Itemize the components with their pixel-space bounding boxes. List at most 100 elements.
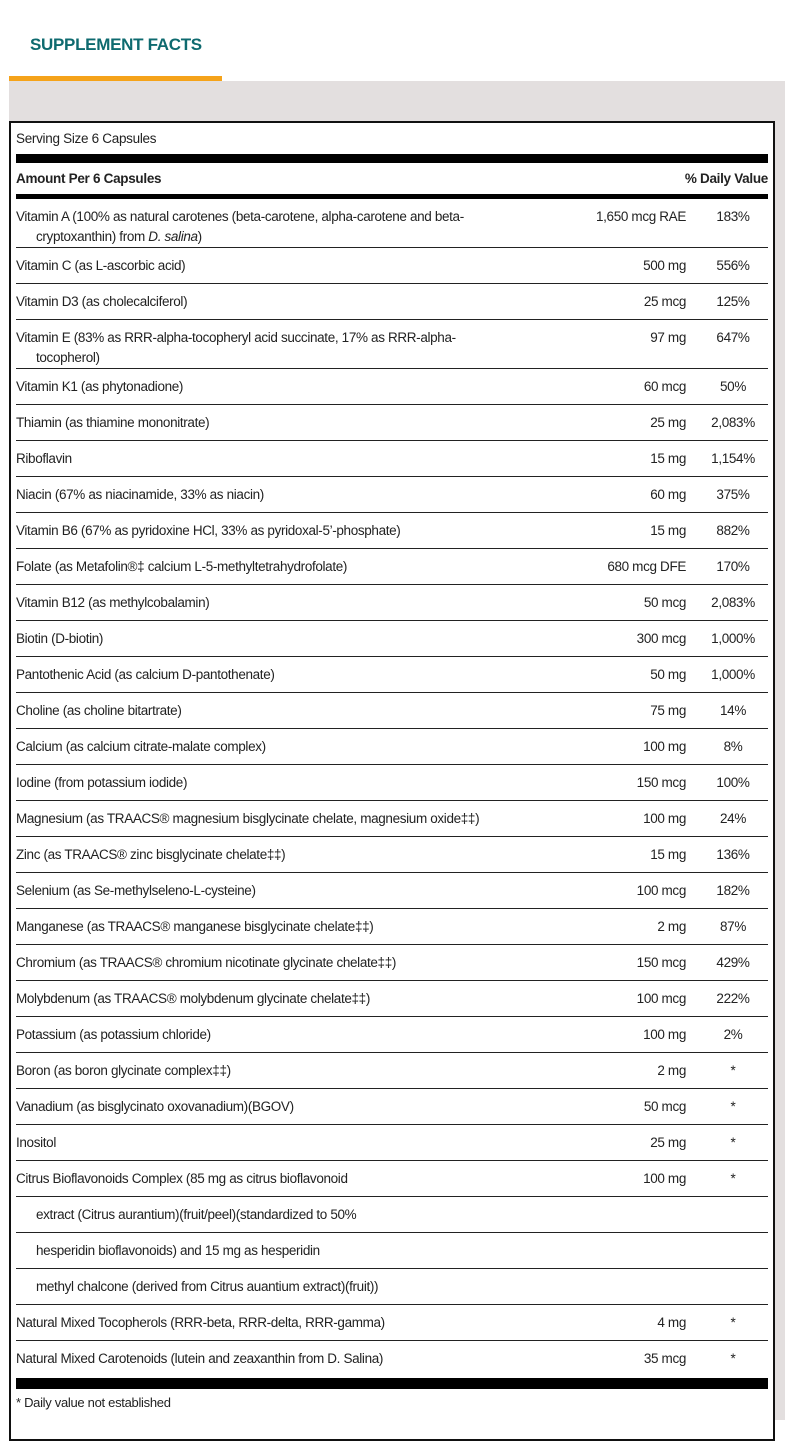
nutrient-name: Vitamin A (100% as natural carotenes (be…	[16, 199, 516, 247]
nutrient-row: Vitamin D3 (as cholecalciferol) 25 mcg 125…	[16, 284, 768, 320]
nutrient-row: hesperidin bioflavonoids) and 15 mg as h…	[16, 1233, 768, 1269]
nutrient-name: Calcium (as calcium citrate-malate compl…	[16, 729, 516, 757]
nutrient-name-text: Inositol	[16, 1135, 56, 1150]
nutrient-amount: 60 mcg	[643, 379, 687, 394]
nutrient-row: Inositol 25 mg *	[16, 1125, 768, 1161]
nutrient-daily-value: *	[730, 1063, 736, 1078]
nutrient-name-text: hesperidin bioflavonoids) and 15 mg as h…	[36, 1243, 320, 1258]
nutrient-name-text: Vitamin K1 (as phytonadione)	[16, 379, 184, 394]
nutrient-name: Manganese (as TRAACS® manganese bisglyci…	[16, 909, 516, 937]
nutrient-name-text: Folate (as Metafolin®‡ calcium L-5-methy…	[16, 559, 348, 574]
nutrient-daily-value: 8%	[723, 739, 743, 754]
nutrient-name-text: Vitamin B6 (67% as pyridoxine HCl, 33% a…	[16, 523, 401, 538]
nutrient-amount: 680 mcg DFE	[607, 559, 686, 574]
nutrient-name: Zinc (as TRAACS® zinc bisglycinate chela…	[16, 837, 516, 865]
nutrient-name-text: Vitamin A (100% as natural carotenes (be…	[16, 209, 464, 244]
nutrient-name-text: Choline (as choline bitartrate)	[16, 703, 182, 718]
nutrient-name-text: Potassium (as potassium chloride)	[16, 1027, 211, 1042]
nutrient-amount: 60 mg	[650, 487, 686, 502]
nutrient-row: Citrus Bioflavonoids Complex (85 mg as c…	[16, 1161, 768, 1197]
nutrient-name: Vitamin K1 (as phytonadione)	[16, 369, 516, 397]
nutrient-amount: 25 mg	[650, 415, 686, 430]
nutrient-name: methyl chalcone (derived from Citrus aua…	[16, 1269, 516, 1297]
tab-label: SUPPLEMENT FACTS	[30, 35, 202, 54]
nutrient-row: Vitamin C (as L-ascorbic acid) 500 mg 556%	[16, 248, 768, 284]
nutrient-row: Folate (as Metafolin®‡ calcium L-5-methy…	[16, 549, 768, 585]
nutrient-amount	[516, 1197, 686, 1205]
nutrient-daily-value: *	[730, 1135, 736, 1150]
nutrient-amount	[516, 1269, 686, 1277]
nutrient-daily-value: 183%	[716, 209, 750, 224]
nutrient-name: Vanadium (as bisglycinato oxovanadium)(B…	[16, 1089, 516, 1117]
nutrient-name-text: Manganese (as TRAACS® manganese bisglyci…	[16, 919, 374, 934]
nutrient-daily-value: 100%	[716, 775, 750, 790]
nutrient-name: Vitamin B12 (as methylcobalamin)	[16, 585, 516, 613]
nutrient-amount: 50 mcg	[643, 1099, 687, 1114]
nutrient-daily-value: 375%	[716, 487, 750, 502]
nutrient-name: Natural Mixed Carotenoids (lutein and ze…	[16, 1341, 516, 1369]
nutrient-amount: 100 mg	[643, 1171, 686, 1186]
nutrient-name: Biotin (D-biotin)	[16, 621, 516, 649]
nutrient-name: Chromium (as TRAACS® chromium nicotinate…	[16, 945, 516, 973]
nutrient-name-text: methyl chalcone (derived from Citrus aua…	[36, 1279, 379, 1294]
nutrient-amount: 25 mg	[650, 1135, 686, 1150]
nutrient-amount: 500 mg	[643, 258, 686, 273]
active-tab-indicator	[9, 76, 222, 81]
divider-thick	[16, 154, 768, 163]
nutrient-row: extract (Citrus aurantium)(fruit/peel)(s…	[16, 1197, 768, 1233]
nutrient-name-text: Thiamin (as thiamine mononitrate)	[16, 415, 210, 430]
nutrient-name-italic: D. salina	[148, 229, 198, 244]
nutrient-daily-value	[686, 1233, 768, 1241]
nutrient-daily-value: 1,000%	[711, 631, 755, 646]
nutrient-amount: 100 mg	[643, 1027, 686, 1042]
nutrient-name: Vitamin D3 (as cholecalciferol)	[16, 284, 516, 312]
nutrient-daily-value: *	[730, 1315, 736, 1330]
nutrient-name: hesperidin bioflavonoids) and 15 mg as h…	[16, 1233, 516, 1261]
supplement-facts-panel: Serving Size 6 Capsules Amount Per 6 Cap…	[9, 121, 775, 1441]
nutrient-row: Calcium (as calcium citrate-malate compl…	[16, 729, 768, 765]
nutrient-amount: 50 mcg	[643, 595, 687, 610]
nutrient-daily-value: 882%	[716, 523, 750, 538]
nutrient-amount: 2 mg	[657, 919, 686, 934]
nutrient-name: Boron (as boron glycinate complex‡‡)	[16, 1053, 516, 1081]
nutrient-name-text: Iodine (from potassium iodide)	[16, 775, 188, 790]
nutrient-row: Pantothenic Acid (as calcium D-pantothen…	[16, 657, 768, 693]
nutrient-amount: 75 mg	[650, 703, 686, 718]
nutrient-daily-value: 182%	[716, 883, 750, 898]
nutrient-name: Pantothenic Acid (as calcium D-pantothen…	[16, 657, 516, 685]
nutrient-name: Riboflavin	[16, 441, 516, 469]
amount-header: Amount Per 6 Capsules	[16, 171, 162, 186]
nutrient-daily-value: 24%	[720, 811, 746, 826]
nutrient-name: Vitamin B6 (67% as pyridoxine HCl, 33% a…	[16, 513, 516, 541]
nutrient-amount: 4 mg	[657, 1315, 686, 1330]
nutrient-row: Molybdenum (as TRAACS® molybdenum glycin…	[16, 981, 768, 1017]
nutrient-name-text: Niacin (67% as niacinamide, 33% as niaci…	[16, 487, 264, 502]
nutrient-row: Choline (as choline bitartrate) 75 mg 14%	[16, 693, 768, 729]
nutrient-daily-value: 429%	[716, 955, 750, 970]
nutrient-daily-value: 2,083%	[711, 415, 755, 430]
serving-size: Serving Size 6 Capsules	[16, 131, 157, 146]
nutrient-daily-value: 2,083%	[711, 595, 755, 610]
nutrient-amount: 100 mcg	[636, 883, 687, 898]
nutrient-row: Boron (as boron glycinate complex‡‡) 2 mg…	[16, 1053, 768, 1089]
nutrient-daily-value: 1,000%	[711, 667, 755, 682]
nutrient-name: Selenium (as Se-methylseleno-L-cysteine)	[16, 873, 516, 901]
nutrient-amount: 150 mcg	[636, 955, 687, 970]
nutrient-row: Vitamin K1 (as phytonadione) 60 mcg 50%	[16, 369, 768, 405]
nutrient-name: Natural Mixed Tocopherols (RRR-beta, RRR…	[16, 1305, 516, 1333]
nutrient-daily-value: *	[730, 1099, 736, 1114]
nutrient-name: Folate (as Metafolin®‡ calcium L-5-methy…	[16, 549, 516, 577]
nutrient-row: Vitamin E (83% as RRR-alpha-tocopheryl a…	[16, 320, 768, 369]
nutrient-daily-value: *	[730, 1171, 736, 1186]
nutrient-name-text: Pantothenic Acid (as calcium D-pantothen…	[16, 667, 275, 682]
nutrient-amount: 100 mg	[643, 811, 686, 826]
nutrient-name: Magnesium (as TRAACS® magnesium bisglyci…	[16, 801, 516, 829]
nutrient-name-text: Molybdenum (as TRAACS® molybdenum glycin…	[16, 991, 370, 1006]
nutrient-name-text: Vitamin D3 (as cholecalciferol)	[16, 294, 188, 309]
nutrient-amount: 25 mcg	[643, 294, 687, 309]
nutrient-name-text: Natural Mixed Carotenoids (lutein and ze…	[16, 1351, 384, 1366]
tab-supplement-facts[interactable]: SUPPLEMENT FACTS	[9, 0, 222, 81]
nutrient-name: Citrus Bioflavonoids Complex (85 mg as c…	[16, 1161, 516, 1189]
nutrient-name-text: Vitamin E (83% as RRR-alpha-tocopheryl a…	[16, 330, 456, 365]
nutrient-name-text: Citrus Bioflavonoids Complex (85 mg as c…	[16, 1171, 348, 1186]
